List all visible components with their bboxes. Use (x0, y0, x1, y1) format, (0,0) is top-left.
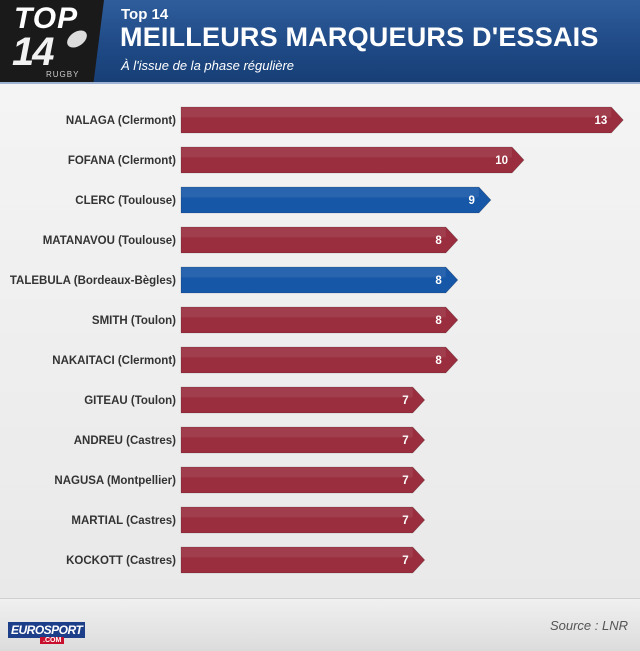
category-label: MATANAVOU (Toulouse) (43, 235, 176, 247)
bar-highlight (181, 187, 479, 198)
bar (180, 426, 426, 454)
category-label: NAGUSA (Montpellier) (54, 475, 176, 487)
chart-header: TOP 14 RUGBY Top 14 MEILLEURS MARQUEURS … (0, 0, 640, 84)
bar-highlight (181, 307, 446, 318)
bar-highlight (181, 467, 413, 478)
value-label: 8 (435, 235, 442, 247)
value-label: 7 (402, 515, 408, 527)
chart-kicker: Top 14 (121, 6, 169, 23)
top14-logo: TOP 14 RUGBY (0, 0, 104, 82)
category-label: MARTIAL (Castres) (71, 515, 176, 527)
bar-highlight (181, 267, 446, 278)
bar (180, 266, 459, 294)
bar-highlight (181, 347, 446, 358)
bar (180, 506, 426, 534)
category-label: GITEAU (Toulon) (84, 395, 176, 407)
logo-rugby-text: RUGBY (46, 70, 80, 79)
value-label: 8 (435, 315, 442, 327)
value-label: 9 (468, 195, 474, 207)
bar (180, 146, 525, 174)
category-label: ANDREU (Castres) (74, 435, 176, 447)
bar-highlight (181, 507, 413, 518)
value-label: 7 (402, 555, 408, 567)
logo-top-text: TOP (14, 2, 79, 35)
category-label: FOFANA (Clermont) (68, 155, 176, 167)
value-label: 7 (402, 475, 408, 487)
bar-highlight (181, 547, 413, 558)
chart-title: MEILLEURS MARQUEURS D'ESSAIS (120, 22, 599, 52)
category-label: SMITH (Toulon) (92, 315, 176, 327)
category-label: TALEBULA (Bordeaux-Bègles) (10, 275, 176, 287)
source-note: Source : LNR (549, 618, 628, 633)
bar-chart: NALAGA (Clermont) 13 FOFANA (Clermont) 10 CL… (10, 106, 624, 574)
value-label: 8 (435, 275, 442, 287)
bar (180, 186, 492, 214)
chart-footer (0, 598, 640, 651)
category-label: KOCKOTT (Castres) (66, 555, 176, 567)
value-label: 8 (435, 355, 442, 367)
value-label: 10 (495, 155, 508, 167)
bar-highlight (181, 227, 446, 238)
eurosport-logo-text: EUROSPORT (8, 622, 86, 638)
bar-highlight (181, 427, 413, 438)
bar (180, 106, 624, 134)
bar-highlight (181, 387, 413, 398)
bar (180, 346, 459, 374)
value-label: 13 (595, 115, 608, 127)
bar-highlight (181, 107, 612, 118)
chart-subtitle: À l'issue de la phase régulière (121, 58, 295, 73)
bar-highlight (181, 147, 512, 158)
bar (180, 466, 426, 494)
bar (180, 386, 426, 414)
bar (180, 226, 459, 254)
value-label: 7 (402, 435, 408, 447)
category-label: NALAGA (Clermont) (66, 115, 176, 127)
category-label: NAKAITACI (Clermont) (52, 355, 176, 367)
bar (180, 306, 459, 334)
logo-number-text: 14 (12, 30, 54, 74)
bar (180, 546, 426, 574)
eurosport-logo-com: .COM (40, 637, 65, 644)
category-label: CLERC (Toulouse) (75, 195, 176, 207)
chart-area: NALAGA (Clermont) 13 FOFANA (Clermont) 10 CL… (0, 84, 640, 598)
value-label: 7 (402, 395, 408, 407)
